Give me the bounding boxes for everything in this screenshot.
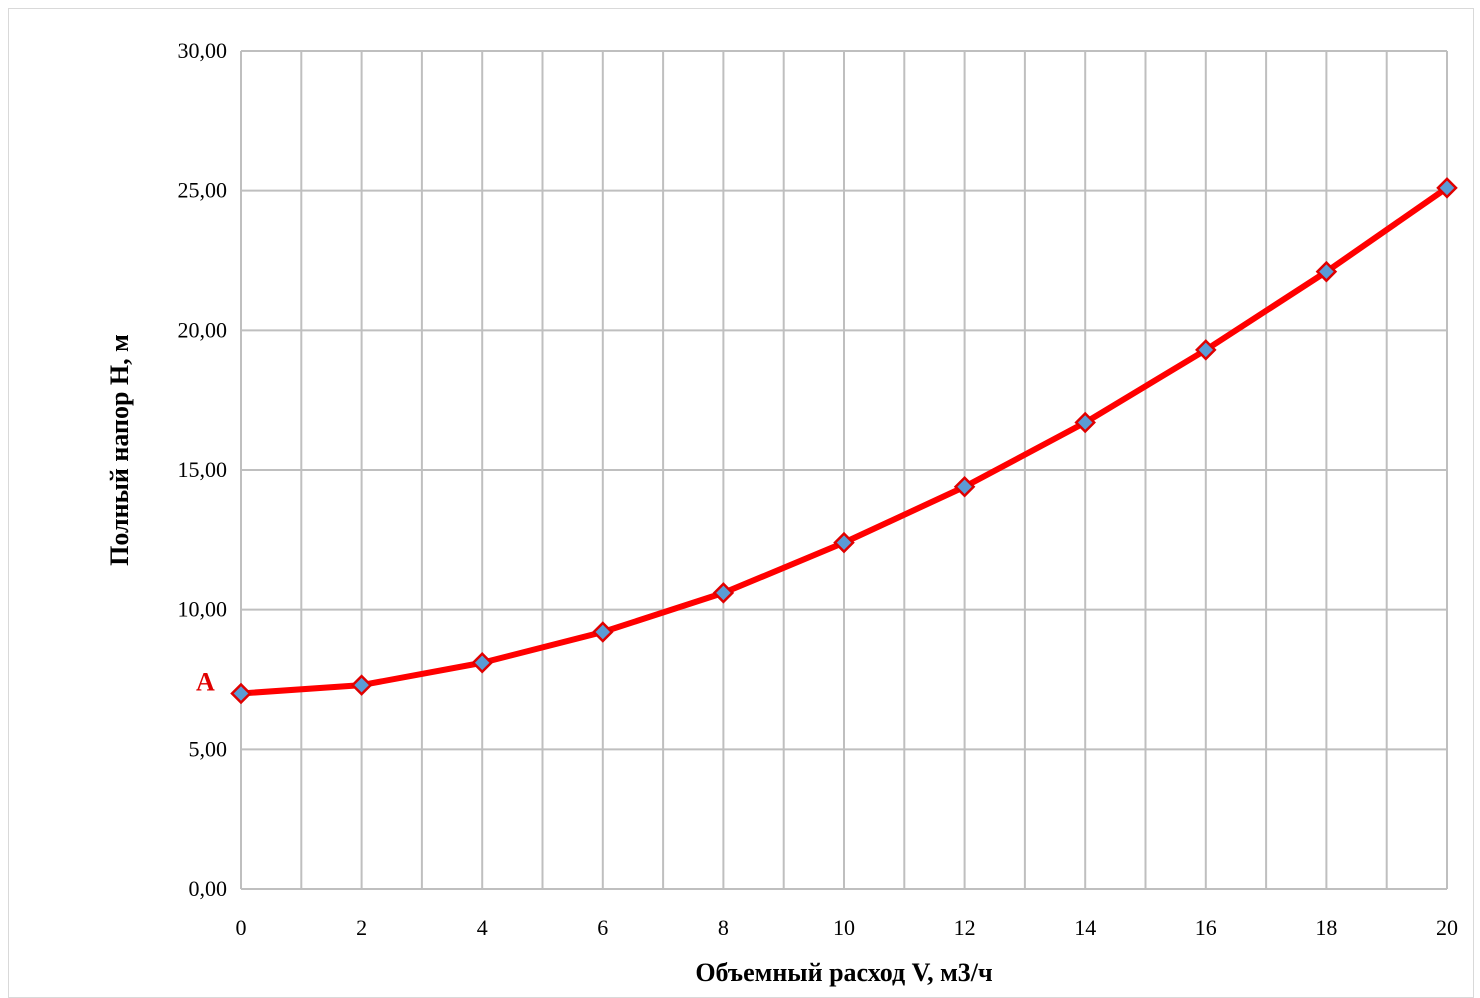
y-tick-label: 25,00 [178, 178, 228, 203]
y-tick-label: 15,00 [178, 457, 228, 482]
x-tick-label: 20 [1436, 915, 1458, 940]
grid [240, 50, 1448, 890]
data-point [712, 582, 735, 604]
y-tick-label: 0,00 [189, 876, 228, 901]
x-tick-label: 12 [954, 915, 976, 940]
data-point [833, 531, 855, 554]
data-point [592, 621, 614, 643]
x-tick-label: 0 [236, 915, 247, 940]
data-point [230, 682, 252, 705]
x-axis-title: Объемный расход V, м3/ч [695, 958, 992, 987]
y-tick-label: 10,00 [178, 597, 228, 622]
x-tick-label: 4 [477, 915, 488, 940]
data-point [1074, 411, 1096, 434]
series-markers [230, 177, 1458, 705]
data-point [1195, 339, 1217, 361]
x-tick-label: 6 [597, 915, 608, 940]
data-point [471, 651, 493, 674]
x-tick-label: 14 [1074, 915, 1096, 940]
chart-frame [8, 8, 1474, 998]
x-tick-label: 2 [356, 915, 367, 940]
y-axis-title: Полный напор H, м [105, 334, 134, 566]
x-tick-label: 10 [833, 915, 855, 940]
x-tick-label: 18 [1315, 915, 1337, 940]
data-point [350, 674, 373, 696]
y-tick-label: 5,00 [189, 736, 228, 761]
data-point [953, 475, 976, 498]
y-tick-label: 30,00 [178, 38, 228, 63]
point-label-a: A [196, 667, 215, 696]
y-tick-label: 20,00 [178, 317, 228, 342]
data-point [1436, 177, 1458, 199]
data-point [1315, 260, 1338, 283]
x-tick-label: 8 [718, 915, 729, 940]
x-tick-label: 16 [1195, 915, 1217, 940]
tick-labels: 0,00 5,00 10,00 15,00 20,00 25,00 30,00 0 2 4 6 8 10… [178, 38, 1459, 940]
